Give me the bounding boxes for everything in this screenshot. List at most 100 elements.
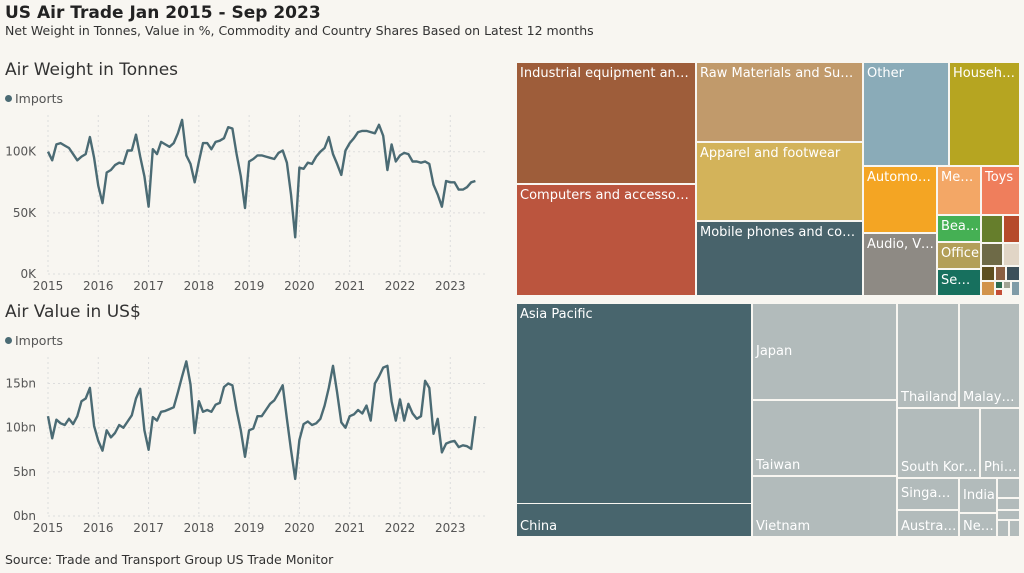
country-treemap[interactable]: Asia Pacific China Japan Taiwan Vietnam Thail… [516,303,1021,537]
treemap-tile-label: New Zealand [963,519,998,534]
weight-legend-label: Imports [15,91,63,106]
value-legend-label: Imports [15,333,63,348]
treemap-tile[interactable] [981,266,995,281]
treemap-tile[interactable] [1003,243,1020,266]
treemap-tile-label: Medical [941,170,982,185]
y-tick-label: 15bn [6,377,37,391]
x-tick-label: 2017 [133,521,164,535]
y-tick-label: 50K [13,206,37,220]
legend-dot-icon [5,337,12,344]
x-tick-label: 2021 [334,279,365,293]
x-tick-label: 2020 [284,279,315,293]
x-tick-label: 2018 [184,521,215,535]
treemap-tile[interactable]: Beauty [937,215,982,242]
weight-imports-line[interactable] [46,118,476,239]
x-tick-label: 2023 [435,279,466,293]
treemap-tile[interactable]: Other [863,62,949,166]
commodity-treemap[interactable]: Industrial equipment and machinery Comput… [516,62,1021,296]
treemap-tile-label: Malaysia [963,390,1020,405]
treemap-tile-label: India [963,487,995,503]
treemap-tile[interactable]: Audio, Video [863,233,938,296]
treemap-tile-label: Industrial equipment and machinery [520,66,697,81]
value-line-chart[interactable]: 0bn 5bn 10bn 15bn 2015 2016 2017 2018 2019 2020 20… [0,352,500,537]
x-tick-label: 2016 [83,521,114,535]
treemap-tile-label: China [520,519,558,534]
treemap-tile[interactable]: Vietnam [752,476,897,537]
x-tick-label: 2015 [33,521,64,535]
treemap-tile-label: Semiconductors [941,273,982,288]
treemap-tile-label: Audio, Video [867,237,938,252]
treemap-tile-label: Vietnam [756,519,811,534]
treemap-tile[interactable]: China [516,503,752,537]
x-tick-label: 2017 [133,279,164,293]
weight-legend[interactable]: Imports [5,91,63,106]
treemap-tile[interactable]: Medical [937,166,982,215]
y-tick-label: 100K [5,145,37,159]
y-tick-label: 5bn [13,465,36,479]
treemap-tile[interactable] [995,281,1003,289]
treemap-tile-label: Japan [756,343,793,359]
y-tick-label: 0K [20,267,37,281]
treemap-tile[interactable]: Computers and accessories [516,184,697,296]
treemap-tile[interactable]: Semiconductors [937,269,982,296]
treemap-tile[interactable]: Automotive [863,166,938,233]
treemap-tile[interactable]: South Korea [897,408,980,478]
weight-line-chart[interactable]: 0K 50K 100K 2015 2016 2017 2018 2019 2020 2021 202… [0,110,500,295]
treemap-tile[interactable] [997,478,1020,498]
treemap-tile[interactable] [1011,281,1020,296]
treemap-tile[interactable] [1006,266,1020,281]
treemap-tile[interactable] [997,520,1009,537]
treemap-tile-label: Computers and accessories [520,188,697,203]
treemap-tile[interactable] [995,289,1003,296]
x-tick-label: 2020 [284,521,315,535]
weight-chart-title: Air Weight in Tonnes [5,60,179,80]
value-legend[interactable]: Imports [5,333,63,348]
treemap-tile[interactable] [995,266,1006,281]
treemap-tile[interactable]: India [959,478,997,513]
source-note: Source: Trade and Transport Group US Tra… [5,552,334,567]
treemap-tile-label: Raw Materials and Supplies [700,66,864,81]
treemap-tile[interactable]: Industrial equipment and machinery [516,62,697,184]
treemap-tile[interactable]: Australia [897,510,959,537]
treemap-tile[interactable]: Asia Pacific [516,303,752,537]
treemap-tile[interactable]: Toys [981,166,1020,215]
treemap-tile-label: South Korea [901,460,980,475]
treemap-tile[interactable]: Mobile phones and communication [696,221,864,296]
y-tick-label: 10bn [6,421,37,435]
x-tick-label: 2022 [385,279,416,293]
page-subtitle: Net Weight in Tonnes, Value in %, Commod… [5,23,594,38]
treemap-tile[interactable] [981,243,1003,266]
treemap-tile[interactable]: Apparel and footwear [696,142,863,221]
treemap-tile[interactable] [981,215,1003,243]
x-tick-label: 2016 [83,279,114,293]
value-chart-title: Air Value in US$ [5,302,141,322]
treemap-tile[interactable]: Taiwan [752,400,897,476]
treemap-tile-label: Thailand [901,390,957,405]
treemap-tile[interactable]: Philippines [980,408,1021,478]
x-tick-label: 2019 [234,521,265,535]
treemap-tile-label: Automotive [867,170,938,185]
x-tick-label: 2015 [33,279,64,293]
treemap-tile[interactable] [1003,215,1020,243]
treemap-tile[interactable] [1003,281,1011,289]
x-tick-label: 2022 [385,521,416,535]
treemap-tile[interactable]: Malaysia [959,303,1020,408]
treemap-tile[interactable] [997,498,1020,510]
y-tick-label: 0bn [13,509,36,523]
x-tick-label: 2019 [234,279,265,293]
treemap-tile[interactable] [997,510,1020,520]
treemap-tile[interactable]: New Zealand [959,513,998,537]
value-imports-line[interactable] [46,360,477,481]
treemap-tile-label: Office [941,246,979,261]
treemap-tile[interactable] [981,281,995,296]
treemap-tile[interactable]: Raw Materials and Supplies [696,62,864,142]
treemap-tile[interactable]: Household [949,62,1021,166]
x-tick-label: 2018 [184,279,215,293]
treemap-tile-label: Asia Pacific [520,307,593,322]
treemap-tile[interactable] [1009,520,1020,537]
treemap-tile[interactable]: Office [937,242,981,269]
treemap-tile[interactable]: Thailand [897,303,959,408]
treemap-tile[interactable]: Japan [752,303,897,400]
treemap-tile[interactable]: Singapore [897,478,960,510]
treemap-tile-label: Beauty [941,219,982,234]
